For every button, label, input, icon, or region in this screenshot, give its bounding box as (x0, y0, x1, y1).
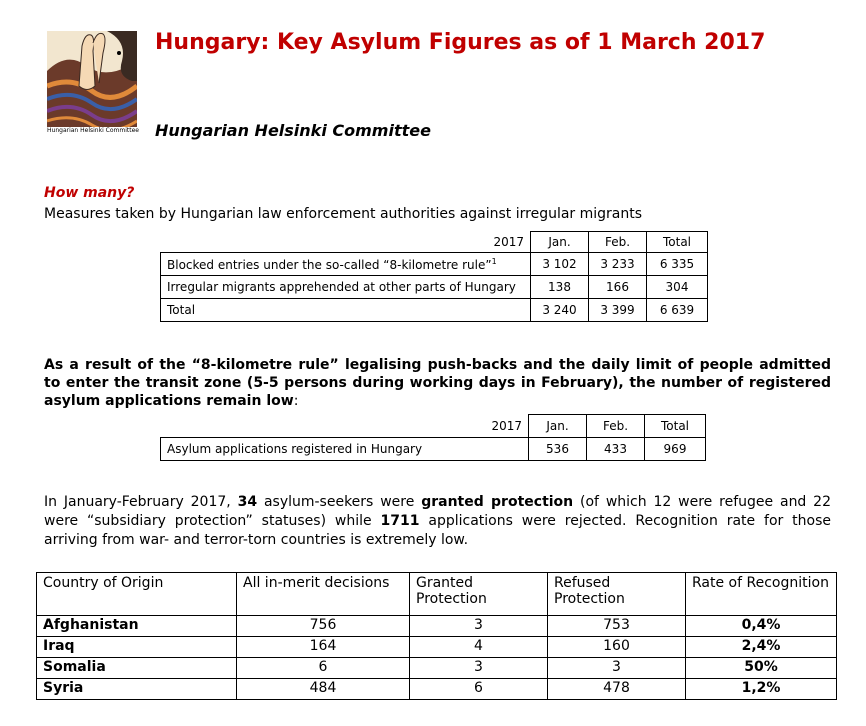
table-row: Asylum applications registered in Hungar… (160, 437, 706, 461)
column-header: Country of Origin (36, 572, 237, 616)
cell-value: 756 (236, 615, 410, 637)
cell-value: 304 (646, 275, 708, 299)
hhc-logo-image (47, 31, 137, 127)
table-row: Iraq 164 4 160 2,4% (36, 636, 837, 658)
cell-value: 3 102 (530, 252, 589, 276)
cell-value: 969 (644, 437, 706, 461)
hhc-logo (47, 31, 137, 139)
column-header: Jan. (530, 231, 589, 253)
cell-value: 3 (547, 657, 686, 679)
rate-cell: 50% (685, 657, 837, 679)
rate-cell: 2,4% (685, 636, 837, 658)
country-cell: Somalia (36, 657, 237, 679)
table-row: Somalia 6 3 3 50% (36, 657, 837, 679)
row-label: Total (160, 298, 531, 322)
cell-value: 166 (588, 275, 647, 299)
column-header: Jan. (528, 414, 587, 438)
table-row: Irregular migrants apprehended at other … (160, 275, 708, 299)
cell-value: 478 (547, 678, 686, 700)
column-header: Rate of Recognition (685, 572, 837, 616)
year-label: 2017 (160, 231, 531, 253)
column-header: Total (646, 231, 708, 253)
cell-value: 160 (547, 636, 686, 658)
cell-value: 3 240 (530, 298, 589, 322)
cell-value: 164 (236, 636, 410, 658)
section-subheading: Measures taken by Hungarian law enforcem… (44, 206, 643, 222)
table-row: Syria 484 6 478 1,2% (36, 678, 837, 700)
push-back-paragraph: As a result of the “8-kilometre rule” le… (44, 357, 831, 409)
column-header: Granted Protection (409, 572, 548, 616)
column-header: Total (644, 414, 706, 438)
row-label: Irregular migrants apprehended at other … (160, 275, 531, 299)
table-row: Total 3 240 3 399 6 639 (160, 298, 708, 322)
cell-value: 6 335 (646, 252, 708, 276)
applications-table: 2017 Jan. Feb. Total Asylum applications… (160, 414, 706, 461)
column-header: Feb. (588, 231, 647, 253)
cell-value: 3 (409, 657, 548, 679)
organization-name: Hungarian Helsinki Committee (155, 121, 431, 140)
section-heading: How many? (44, 185, 135, 201)
cell-value: 6 (236, 657, 410, 679)
page-title: Hungary: Key Asylum Figures as of 1 Marc… (155, 30, 766, 55)
table-header-row: Country of Origin All in-merit decisions… (36, 572, 837, 616)
recognition-table: Country of Origin All in-merit decisions… (36, 572, 837, 700)
footnote-marker[interactable]: 1 (491, 256, 497, 266)
cell-value: 3 233 (588, 252, 647, 276)
cell-value: 4 (409, 636, 548, 658)
cell-value: 433 (586, 437, 645, 461)
table-header-row: 2017 Jan. Feb. Total (160, 414, 706, 438)
rate-cell: 1,2% (685, 678, 837, 700)
row-label: Blocked entries under the so-called “8-k… (160, 252, 531, 276)
table-row: Afghanistan 756 3 753 0,4% (36, 615, 837, 637)
protection-paragraph: In January-February 2017, 34 asylum-seek… (44, 494, 832, 548)
column-header: Refused Protection (547, 572, 686, 616)
cell-value: 753 (547, 615, 686, 637)
rate-cell: 0,4% (685, 615, 837, 637)
table-row: Blocked entries under the so-called “8-k… (160, 252, 708, 276)
cell-value: 3 399 (588, 298, 647, 322)
cell-value: 536 (528, 437, 587, 461)
row-label: Asylum applications registered in Hungar… (160, 437, 529, 461)
cell-value: 138 (530, 275, 589, 299)
year-label: 2017 (160, 414, 529, 438)
column-header: All in-merit decisions (236, 572, 410, 616)
cell-value: 6 (409, 678, 548, 700)
country-cell: Afghanistan (36, 615, 237, 637)
cell-value: 6 639 (646, 298, 708, 322)
country-cell: Iraq (36, 636, 237, 658)
cell-value: 3 (409, 615, 548, 637)
logo-caption: Hungarian Helsinki Committee (47, 127, 139, 134)
table-header-row: 2017 Jan. Feb. Total (160, 231, 708, 253)
enforcement-table: 2017 Jan. Feb. Total Blocked entries und… (160, 231, 708, 322)
country-cell: Syria (36, 678, 237, 700)
column-header: Feb. (586, 414, 645, 438)
cell-value: 484 (236, 678, 410, 700)
